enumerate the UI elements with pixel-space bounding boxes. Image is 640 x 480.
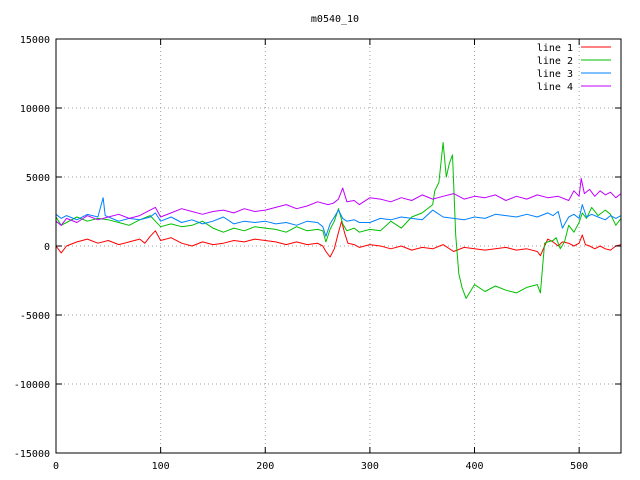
x-tick-label: 200	[256, 461, 274, 472]
x-tick-label: 400	[465, 461, 483, 472]
y-tick-label: 15000	[20, 35, 50, 46]
legend: line 1 line 2 line 3 line 4	[537, 43, 611, 93]
y-tick-label: -5000	[20, 311, 50, 322]
x-tick-label: 100	[152, 461, 170, 472]
axis-ticks: 0 100 200 300 400 500 -15000 -10000 -5000 0 5000 10…	[14, 35, 621, 472]
y-tick-label: 10000	[20, 104, 50, 115]
legend-label: line 1	[537, 43, 573, 54]
series-line-2	[55, 142, 622, 299]
series-line-1	[55, 220, 622, 258]
x-tick-label: 300	[361, 461, 379, 472]
legend-label: line 2	[537, 56, 573, 67]
grid-lines	[56, 39, 621, 453]
series-lines	[55, 142, 622, 299]
y-tick-label: -15000	[14, 449, 50, 460]
x-tick-label: 500	[570, 461, 588, 472]
legend-label: line 4	[537, 82, 573, 93]
x-tick-label: 0	[53, 461, 59, 472]
y-tick-label: 5000	[26, 173, 50, 184]
y-tick-label: -10000	[14, 380, 50, 391]
y-tick-label: 0	[44, 242, 50, 253]
chart-title: m0540_10	[311, 14, 359, 25]
series-line-3	[55, 197, 622, 237]
legend-label: line 3	[537, 69, 573, 80]
series-line-4	[55, 177, 622, 226]
